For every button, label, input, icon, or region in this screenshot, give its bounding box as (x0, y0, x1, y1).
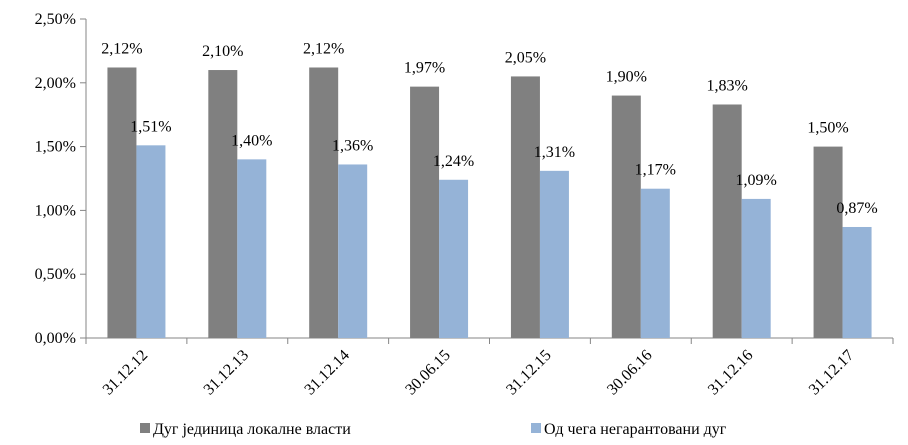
bar-total-debt (611, 95, 641, 338)
data-label: 2,05% (505, 49, 546, 66)
y-tick-label: 2,00% (35, 75, 76, 92)
data-label: 2,12% (101, 40, 142, 57)
data-label: 0,87% (836, 200, 877, 217)
bars (107, 67, 872, 339)
legend-label: Дуг јединица локалне власти (153, 421, 351, 438)
y-tick-label: 1,00% (35, 202, 76, 219)
x-tick-label: 31.12.16 (705, 347, 757, 399)
x-tick-label: 31.12.15 (503, 347, 555, 399)
data-label: 1,90% (606, 69, 647, 86)
bar-total-debt (208, 70, 238, 338)
y-tick-label: 0,00% (35, 330, 76, 347)
bar-total-debt (813, 146, 843, 338)
y-tick-label: 2,50% (35, 11, 76, 28)
bar-unguaranteed-debt (136, 145, 166, 338)
bar-unguaranteed-debt (539, 170, 569, 338)
data-label: 1,97% (404, 60, 445, 77)
bar-unguaranteed-debt (842, 226, 872, 338)
x-tick-label: 30.06.16 (604, 347, 656, 399)
legend-label: Од чега негарантовани дуг (544, 421, 727, 438)
bar-unguaranteed-debt (741, 198, 771, 338)
bar-total-debt (309, 67, 339, 338)
legend: Дуг јединица локалне власти Од чега негар… (140, 421, 727, 438)
bar-unguaranteed-debt (640, 188, 670, 338)
bar-total-debt (712, 104, 742, 338)
bar-total-debt (107, 67, 137, 338)
legend-swatch-total-debt (140, 423, 150, 433)
legend-swatch-unguaranteed-debt (531, 423, 541, 433)
data-label: 1,24% (433, 153, 474, 170)
bar-unguaranteed-debt (439, 179, 469, 338)
data-label: 2,10% (202, 43, 243, 60)
x-tick-label: 31.12.14 (301, 347, 353, 399)
bar-unguaranteed-debt (338, 164, 368, 338)
data-label: 1,40% (231, 132, 272, 149)
x-tick-label: 30.06.15 (402, 347, 454, 399)
data-label: 1,83% (707, 77, 748, 94)
data-labels: 2,12% 1,51% 2,10% 1,40% 2,12% 1,36% 1,97% 1,24%… (101, 40, 877, 217)
x-tick-label: 31.12.13 (201, 347, 253, 399)
data-label: 1,17% (635, 162, 676, 179)
data-label: 1,09% (736, 172, 777, 189)
data-label: 1,31% (534, 144, 575, 161)
y-tick-label: 0,50% (35, 266, 76, 283)
y-tick-label: 1,50% (35, 139, 76, 156)
data-label: 1,51% (130, 118, 171, 135)
bar-total-debt (410, 86, 440, 339)
data-label: 1,50% (807, 120, 848, 137)
x-tick-label: 31.12.17 (806, 347, 858, 399)
data-label: 2,12% (303, 40, 344, 57)
data-label: 1,36% (332, 137, 373, 154)
bar-total-debt (510, 76, 540, 339)
x-tick-label: 31.12.12 (100, 347, 152, 399)
bar-unguaranteed-debt (237, 159, 267, 338)
